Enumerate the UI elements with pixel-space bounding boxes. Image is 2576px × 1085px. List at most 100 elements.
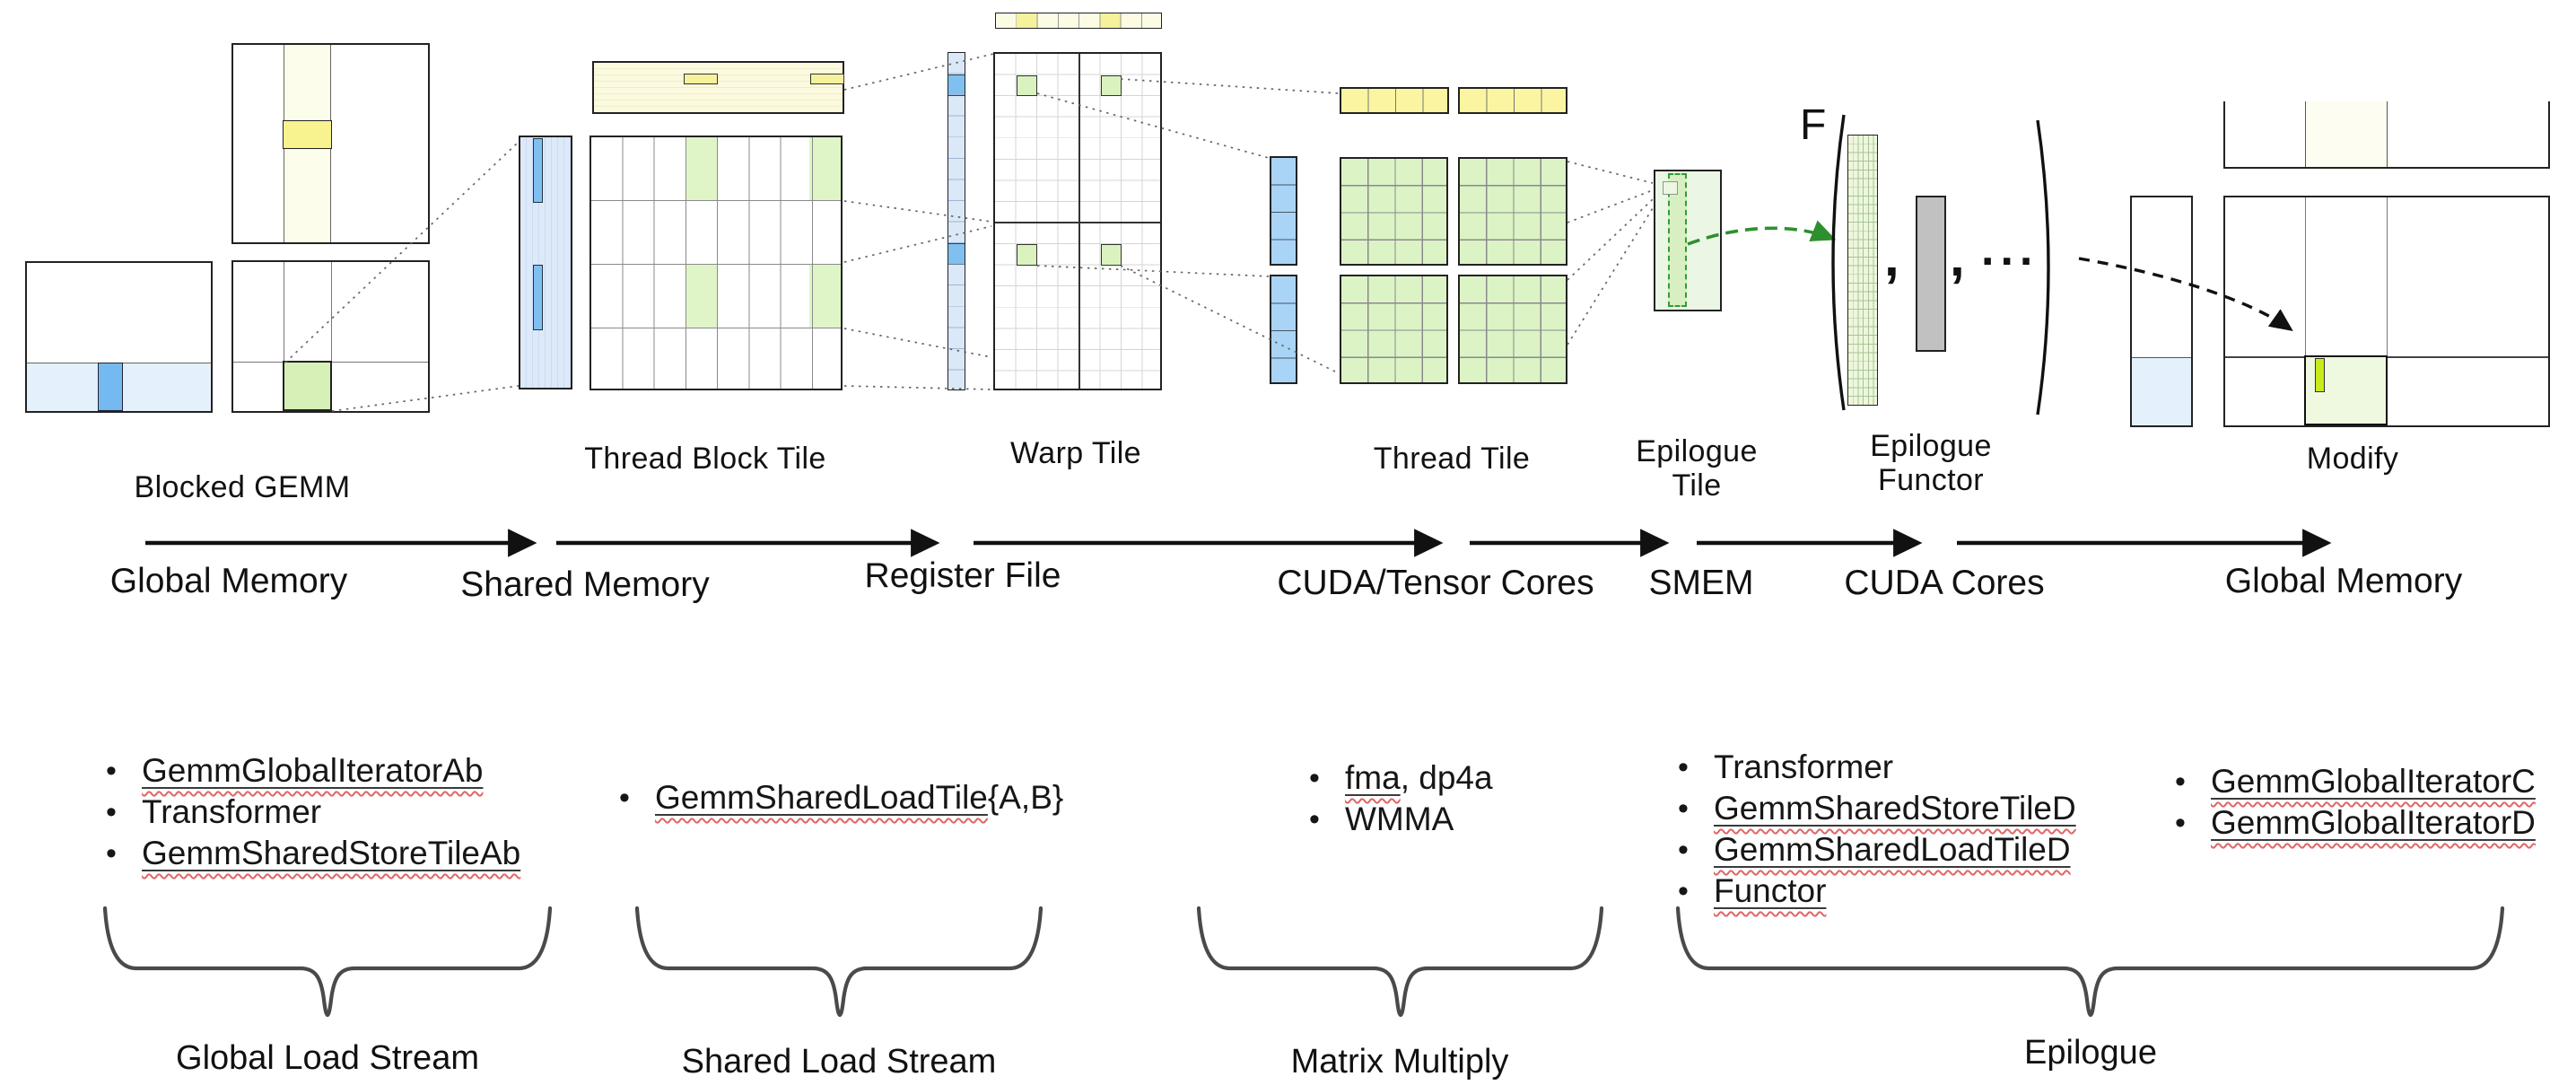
stream-label-global-load: Global Load Stream: [176, 1039, 479, 1077]
brace-shared-load-stream: [634, 906, 1043, 1018]
thread-tile-b-strip: [1340, 87, 1449, 114]
strip-gridlines: [1271, 276, 1296, 382]
modify-green-tile: [2304, 355, 2388, 425]
tbt-green-column: [685, 137, 718, 201]
tbt-b-strip: [592, 61, 844, 114]
fine-gridlines: [1848, 136, 1877, 405]
epilogue-tile-label: Epilogue Tile: [1636, 434, 1758, 503]
component-list-epilogue: Transformer GemmSharedStoreTileD GemmSha…: [1674, 747, 2141, 912]
thread-tile-a-strip: [1270, 156, 1297, 266]
list-item: Functor: [1674, 871, 2141, 912]
warp-quadrant-divider-h: [995, 222, 1160, 224]
functor-fragment-grid: [1847, 135, 1878, 406]
functor-gray-operand: [1916, 196, 1946, 352]
register-fragment: [948, 74, 965, 96]
blocked-gemm-label: Blocked GEMM: [134, 470, 351, 504]
component-name-plain: Transformer: [142, 793, 322, 830]
component-name: GemmSharedLoadTile: [655, 779, 988, 816]
component-list-matrix-multiply: fma, dp4a WMMA: [1305, 757, 1664, 840]
warp-tile-label: Warp Tile: [1010, 436, 1141, 470]
tbt-c-grid: [589, 136, 843, 390]
component-name: Functor: [1714, 872, 1827, 909]
tbt-a-fragment: [533, 265, 543, 330]
modify-b-gridline: [2387, 101, 2388, 167]
thread-block-tile-label: Thread Block Tile: [584, 442, 826, 476]
thread-tile-label: Thread Tile: [1373, 442, 1531, 476]
component-name: GemmSharedLoadTileD: [1714, 831, 2071, 868]
component-name-plain: WMMA: [1345, 801, 1454, 837]
blocked-gemm-a-matrix: [25, 261, 213, 413]
memory-label-cuda-tensor-cores: CUDA/Tensor Cores: [1277, 564, 1594, 602]
thread-tile-a-strip: [1270, 275, 1297, 384]
list-item: Transformer: [102, 792, 551, 833]
epilogue-functor-label-line2: Functor: [1877, 463, 1985, 498]
memory-label-global-memory-right: Global Memory: [2224, 562, 2463, 600]
epilogue-tile-dashed-column: [1668, 173, 1687, 307]
a-matrix-blue-block: [98, 363, 123, 411]
thread-tile-accum-grid: [1340, 157, 1448, 266]
component-name-plain: {A,B}: [987, 779, 1064, 816]
register-strip-gridlines: [948, 53, 965, 389]
memory-label-cuda-cores: CUDA Cores: [1844, 564, 2045, 602]
epilogue-tile-fragment: [1663, 181, 1678, 195]
modify-label: Modify: [2306, 442, 2399, 476]
list-item: fma, dp4a: [1305, 757, 1664, 799]
tbt-b-fragment: [684, 74, 718, 84]
list-item: GemmGlobalIteratorAb: [102, 750, 551, 792]
modify-b-gridline: [2305, 101, 2307, 167]
tbt-green-column: [808, 137, 841, 201]
thread-tile-accum-grid: [1458, 157, 1567, 266]
functor-paren-left: [1831, 114, 1846, 411]
stream-braces: [102, 906, 2505, 1018]
thread-tile-b-strip: [1458, 87, 1567, 114]
memory-label-global-memory-left: Global Memory: [109, 562, 348, 600]
modify-neon-fragment: [2315, 358, 2325, 392]
component-list-shared-load: GemmSharedLoadTile{A,B}: [616, 777, 1082, 818]
tbt-a-column: [519, 136, 572, 389]
stream-label-matrix-multiply: Matrix Multiply: [1290, 1043, 1509, 1081]
warp-green-tile: [1016, 74, 1037, 97]
component-name: GemmSharedStoreTileD: [1714, 790, 2076, 827]
tbt-b-fragment: [810, 74, 844, 84]
modify-b-ivory-column: [2305, 101, 2387, 167]
c-matrix-green-tile: [283, 361, 332, 411]
list-item: GemmSharedLoadTileD: [1674, 829, 2141, 871]
list-item: GemmSharedLoadTile{A,B}: [616, 777, 1082, 818]
blocked-gemm-c-matrix: [231, 260, 430, 413]
stream-label-shared-load: Shared Load Stream: [681, 1043, 997, 1081]
component-name-plain: , dp4a: [1400, 759, 1493, 796]
strip-gridlines: [1460, 89, 1566, 112]
component-name: fma: [1345, 759, 1401, 796]
warp-tile-grid: [993, 52, 1162, 390]
component-list-global-store: GemmGlobalIteratorC GemmGlobalIteratorD: [2171, 761, 2576, 844]
register-fragment: [948, 243, 965, 265]
tbt-a-fragment: [533, 138, 543, 203]
epilogue-functor-label: Epilogue Functor: [1870, 429, 1992, 497]
functor-f-symbol: F: [1800, 101, 1827, 149]
component-name-plain: Transformer: [1714, 748, 1894, 785]
list-item: GemmSharedStoreTileAb: [102, 833, 551, 874]
list-item: Transformer: [1674, 747, 2141, 788]
memory-label-smem: SMEM: [1648, 564, 1754, 602]
tbt-green-column: [808, 265, 841, 328]
list-item: WMMA: [1305, 799, 1664, 840]
modify-b-matrix: [2223, 101, 2550, 169]
thread-tile-accum-grid: [1458, 275, 1567, 384]
epilogue-functor-label-line1: Epilogue: [1870, 429, 1992, 463]
modify-c-gridline: [2305, 197, 2307, 425]
list-item: GemmSharedStoreTileD: [1674, 788, 2141, 829]
warp-accum-highlight: [1100, 13, 1122, 28]
functor-ellipsis: ...: [1981, 223, 2039, 276]
warp-green-tile: [1100, 74, 1122, 97]
thread-tile-accum-grid: [1340, 275, 1448, 384]
component-name: GemmGlobalIteratorAb: [142, 752, 484, 789]
grid4x4-lines: [1341, 159, 1446, 264]
component-name: GemmGlobalIteratorC: [2211, 763, 2536, 800]
modify-a-partial: [2130, 196, 2193, 427]
epilogue-tile-label-line1: Epilogue: [1636, 434, 1758, 468]
list-item: GemmGlobalIteratorC: [2171, 761, 2576, 802]
warp-green-tile: [1016, 244, 1037, 266]
strip-gridlines: [1341, 89, 1447, 112]
stream-label-epilogue: Epilogue: [2024, 1034, 2157, 1072]
b-matrix-yellow-block: [283, 120, 332, 149]
